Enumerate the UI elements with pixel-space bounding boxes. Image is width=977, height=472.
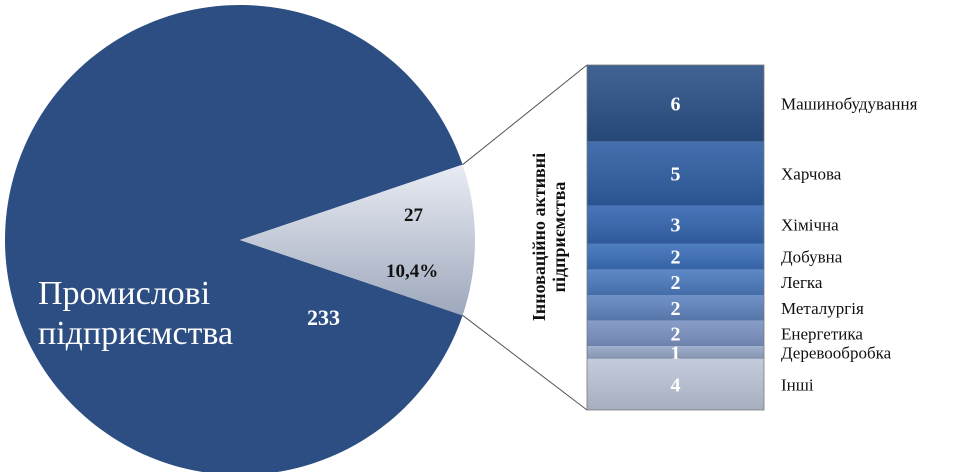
bar-category-label-8: Деревообробка: [781, 344, 892, 363]
bar-category-label-7: Енергетика: [781, 324, 863, 343]
bar-segment-shade-1: [587, 65, 764, 142]
bar-segment-shade-8: [587, 346, 764, 359]
bar-value-label-4: 2: [671, 247, 681, 269]
bar-segment-shade-3: [587, 205, 764, 244]
pie-main-label-line1: Промислові: [38, 275, 210, 312]
bar-segment-shade-9: [587, 358, 764, 410]
bar-segment-shade-7: [587, 320, 764, 347]
pie-main-value-label: 233: [307, 305, 340, 330]
connector-line-bottom: [462, 314, 588, 411]
pie-highlight-percent-label: 10,4%: [386, 261, 438, 282]
pie-group: [5, 5, 475, 472]
pie-main-label-line2: підприємства: [38, 315, 233, 352]
pie-slice-innovative: [240, 164, 475, 316]
bar-category-label-4: Добувна: [781, 248, 843, 267]
bar-value-label-2: 5: [671, 164, 681, 186]
bar-value-label-7: 2: [671, 323, 681, 345]
stacked-bar: 6 Машинобудування 5 Харчова 3 Хімічна 2 Добувна…: [586, 64, 918, 411]
bar-value-label-9: 4: [671, 374, 681, 396]
pie-highlight-value-label: 27: [404, 205, 424, 226]
connector-line-top: [462, 64, 588, 166]
bar-segment-shade-2: [587, 141, 764, 206]
bar-category-label-1: Машинобудування: [781, 94, 918, 113]
bar-value-label-8: 1: [671, 343, 681, 365]
bar-category-label-6: Металургія: [781, 299, 864, 318]
bar-category-label-3: Хімічна: [781, 216, 839, 235]
bar-segment-shade-6: [587, 295, 764, 321]
breakdown-axis-label-line1: Інноваційно активні: [529, 153, 549, 321]
pie-slice-industrial: [5, 5, 463, 472]
bar-category-label-2: Харчова: [781, 165, 842, 184]
bar-segment-shade-5: [587, 269, 764, 295]
breakdown-axis-label-line2: підприємства: [549, 182, 569, 293]
bar-category-label-9: Інші: [781, 375, 814, 394]
bar-category-label-5: Легка: [781, 273, 823, 292]
bar-value-label-5: 2: [671, 272, 681, 294]
bar-outline: [586, 64, 765, 411]
bar-segment-shade-4: [587, 243, 764, 270]
bar-value-label-6: 2: [671, 298, 681, 320]
bar-value-label-1: 6: [671, 93, 681, 115]
connector-lines: [462, 64, 588, 411]
bar-value-label-3: 3: [671, 215, 681, 237]
